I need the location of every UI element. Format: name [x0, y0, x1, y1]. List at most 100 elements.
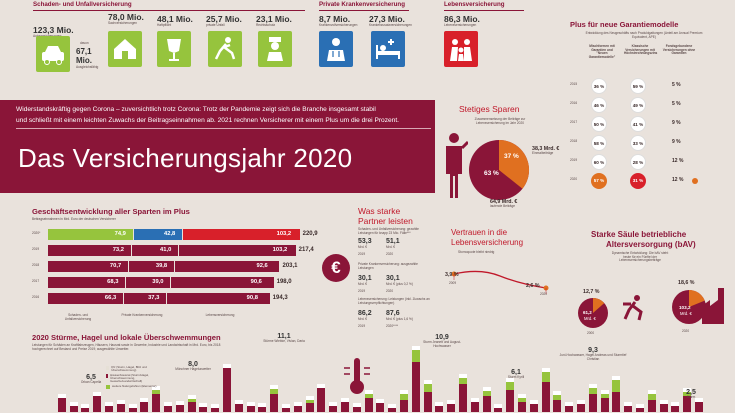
storm-legend: Kfz (Sturm, Hagel, Blitz und Überschwemm…: [106, 365, 162, 389]
storm-label-3: 11,1 Stürme Wiebke, Vivian, Daria: [262, 333, 306, 344]
vertrauen-line: [451, 270, 549, 294]
storm-label-5: 6,1 Sturm Kyrill: [496, 369, 536, 380]
geschaeft-value-b: 39,0: [152, 279, 164, 285]
storm-bar-cap: [459, 374, 467, 378]
storm-bar: [671, 406, 680, 412]
garantie-cell-b: 59 %: [630, 78, 646, 94]
geschaeft-bar-schaden: [48, 261, 128, 272]
headline: Das Versicherungsjahr 2020: [18, 143, 353, 173]
storm-bar-cap: [588, 384, 597, 388]
storm-bar-green: [553, 395, 562, 400]
bav-p1: 12,7 %: [583, 289, 600, 295]
storm-label-1: 6,5 Orkan Capella: [66, 374, 116, 385]
car-icon: [36, 36, 70, 72]
storm-bar: [447, 404, 456, 412]
storm-bar-cap: [423, 380, 432, 384]
storm-bar-cap: [317, 384, 326, 388]
storm-bar-cap: [270, 385, 279, 389]
house-icon: [108, 31, 142, 67]
partner-s1-y1: 2019: [358, 252, 366, 256]
geschaeft-bar-schaden: [48, 277, 126, 288]
garantie-col2: Klassische Versicherungen mit Höchstrech…: [624, 44, 658, 56]
geschaeft-bar-leben: [167, 293, 270, 304]
garantie-cell-b: 49 %: [630, 97, 646, 113]
storm-bar-cap: [187, 395, 196, 399]
storm-bar: [482, 396, 491, 412]
sach-title-underline: [33, 10, 305, 11]
storm-bar-cap: [671, 402, 680, 406]
geschaeft-bar-kranken: [123, 293, 167, 304]
geschaeft-title: Geschäftsentwicklung aller Sparten im Pl…: [32, 207, 190, 216]
storm-bar: [411, 362, 420, 412]
storm-bar-cap: [482, 387, 491, 391]
partner-s2-ua: Mrd. €: [358, 282, 368, 286]
garantie-cell-a: 36 %: [591, 78, 607, 94]
storm-legend-label: weitere Naturgefahren (Elementar): [112, 383, 157, 388]
doctor-icon: [319, 31, 353, 67]
storm-value: 6,1: [511, 369, 521, 376]
partner-s3-y2: 2020****: [386, 324, 399, 328]
bav-y2: 2020: [682, 329, 690, 333]
geschaeft-total: 194,3: [272, 295, 288, 301]
family-icon: [444, 31, 478, 67]
storm-bar: [352, 407, 361, 412]
storm-sub: Leistungen für Schäden an Kraftfahrzeuge…: [32, 343, 221, 351]
geschaeft-value-c: 92,6: [256, 263, 268, 269]
storm-bar-cap: [81, 404, 90, 408]
storm-label-2: 8,0 Münchner Hagelunwetter: [168, 361, 218, 372]
storm-bar-cap: [246, 402, 255, 406]
storm-bar-green: [612, 380, 621, 392]
geschaeft-value-b: 37,3: [148, 295, 160, 301]
storm-bar-cap: [258, 403, 267, 407]
storm-bar-cap: [376, 399, 385, 403]
leben-title: Lebensversicherung: [444, 1, 505, 8]
storm-legend-item: Häuser/Hausrat (Sturm/Hagel, Überschwemm…: [106, 373, 162, 384]
sach-label: Rechtsschutz: [256, 23, 276, 27]
geschaeft-bar-leben: [183, 229, 300, 240]
storm-bar: [624, 406, 633, 412]
storm-bar-cap: [175, 401, 184, 405]
man-icon: [440, 130, 470, 200]
bav-title-1: Starke Säule betriebliche: [591, 230, 687, 239]
storm-bar: [164, 406, 172, 412]
geschaeft-value-a: 74,9: [114, 231, 126, 237]
geschaeft-total: 217,4: [298, 247, 314, 253]
leben-title-underline: [444, 10, 524, 11]
storm-label-6: 9,3 Juni-Hochwasser, Hagel Andreas und St…: [556, 347, 630, 361]
storm-bar-cap: [152, 386, 161, 390]
garantie-title: Plus für neue Garantiemodelle: [570, 20, 679, 29]
sparen-sub: Zusammensetzung der Beiträge zur Lebensv…: [474, 117, 526, 125]
geschaeft-total: 198,0: [276, 279, 292, 285]
storm-bar-cap: [529, 400, 538, 404]
garantie-year: 2018: [570, 139, 578, 143]
intro-line-1: Widerstandskräftig gegen Corona – zuvers…: [16, 106, 376, 113]
vertrauen-sub: Stornoquote bleibt niedrig: [458, 250, 495, 254]
storm-bar: [553, 400, 562, 412]
sparen-big-pct: 63 %: [484, 170, 499, 177]
storm-caption: Juni-Hochwasser, Hagel Andreas und Sturm…: [559, 353, 627, 361]
storm-bar: [683, 396, 692, 412]
factory-icon: [700, 284, 726, 324]
storm-bar-cap: [565, 402, 574, 406]
kranken-item-zusatz: 27,3 Mio. Krankenzusatzversicherungen: [369, 14, 424, 28]
geschaeft-bar-schaden: [48, 229, 133, 240]
storm-bar-green: [600, 394, 609, 398]
storm-bar-green: [187, 399, 196, 402]
bav-v1a: 61,2: [583, 310, 592, 315]
storm-bar-cap: [636, 404, 644, 408]
vertrauen-v2: 2,6 %: [526, 283, 540, 289]
storm-bar-cap: [624, 402, 633, 406]
storm-bar: [435, 406, 444, 412]
storm-bar-cap: [659, 400, 668, 404]
partner-s2-ub: Mrd. € (plus 0,2 %): [386, 282, 413, 286]
storm-bar: [459, 384, 467, 412]
geschaeft-legend-1: Schaden- und Unfallversicherung: [64, 313, 92, 321]
sparen-lauf: 64,9 Mrd. € laufende Beiträge: [490, 199, 540, 209]
storm-bar: [518, 402, 526, 412]
sparen-single: 38,3 Mrd. € Einmalbeiträge: [532, 146, 572, 156]
storm-bar-cap: [364, 390, 373, 394]
leben-value: 86,3 Mio.: [444, 14, 480, 24]
geschaeft-total: 220,9: [302, 231, 318, 237]
storm-bar-cap: [388, 404, 397, 408]
storm-bar: [506, 390, 515, 412]
